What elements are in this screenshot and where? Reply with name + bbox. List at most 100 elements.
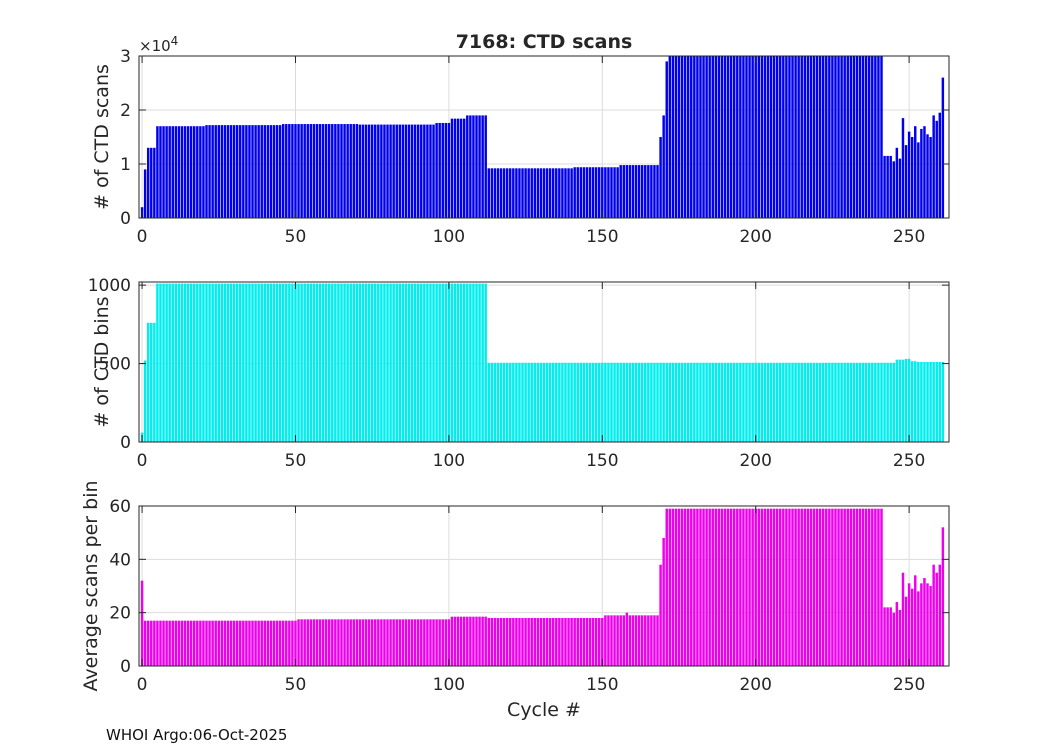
bar-cycle-118 bbox=[502, 618, 506, 666]
bar-cycle-114 bbox=[490, 618, 494, 666]
bar-cycle-73 bbox=[364, 283, 368, 442]
bar-cycle-188 bbox=[717, 362, 721, 442]
bar-cycle-113 bbox=[487, 362, 490, 442]
bar-cycle-244 bbox=[889, 607, 892, 666]
bar-cycle-255 bbox=[923, 126, 926, 218]
bar-cycle-26 bbox=[220, 620, 224, 666]
x-tick-label: 150 bbox=[586, 227, 618, 247]
bar-cycle-79 bbox=[383, 619, 386, 666]
bar-cycle-224 bbox=[828, 56, 831, 218]
bar-cycle-53 bbox=[303, 124, 306, 218]
bar-cycle-200 bbox=[754, 508, 757, 666]
bar-cycle-198 bbox=[748, 508, 751, 666]
bar-cycle-255 bbox=[923, 362, 926, 442]
bar-cycle-127 bbox=[530, 168, 533, 218]
bar-cycle-43 bbox=[272, 283, 276, 442]
bar-cycle-192 bbox=[729, 508, 733, 666]
bar-cycle-56 bbox=[312, 619, 316, 666]
bar-cycle-84 bbox=[398, 619, 402, 666]
bar-cycle-176 bbox=[680, 508, 684, 666]
bar-cycle-169 bbox=[659, 362, 662, 442]
bar-cycle-133 bbox=[548, 362, 552, 442]
bar-cycle-162 bbox=[637, 165, 641, 218]
panel-3: 0 50 100 150 200 250 0 20 40 60 Average scans per … bbox=[80, 480, 950, 721]
bar-cycle-217 bbox=[806, 56, 810, 218]
bar-cycle-220 bbox=[815, 56, 819, 218]
bar-cycle-58 bbox=[318, 124, 322, 218]
bar-cycle-80 bbox=[386, 283, 389, 442]
bar-cycle-234 bbox=[858, 508, 862, 666]
bar-cycle-6 bbox=[159, 126, 162, 218]
bar-cycle-65 bbox=[340, 124, 343, 218]
bar-cycle-94 bbox=[429, 619, 432, 666]
bar-cycle-75 bbox=[370, 283, 374, 442]
bar-cycle-51 bbox=[297, 619, 300, 666]
bar-cycle-180 bbox=[693, 508, 696, 666]
y-axis-label: Average scans per bin bbox=[80, 480, 102, 691]
bar-cycle-26 bbox=[220, 283, 224, 442]
bar-cycle-120 bbox=[509, 362, 512, 442]
bar-cycle-226 bbox=[834, 508, 837, 666]
bar-cycle-256 bbox=[926, 362, 929, 442]
bar-cycle-16 bbox=[189, 283, 193, 442]
bar-cycle-201 bbox=[757, 56, 760, 218]
bar-cycle-176 bbox=[680, 56, 684, 218]
bar-cycle-134 bbox=[551, 362, 555, 442]
bar-cycle-48 bbox=[288, 620, 291, 666]
bar-cycle-135 bbox=[555, 362, 558, 442]
bar-cycle-4 bbox=[153, 620, 156, 666]
bar-cycle-205 bbox=[769, 56, 773, 218]
bar-cycle-25 bbox=[217, 620, 220, 666]
bar-cycle-90 bbox=[416, 283, 420, 442]
bar-cycle-155 bbox=[616, 362, 619, 442]
bar-cycle-170 bbox=[662, 538, 665, 666]
x-tick-label: 100 bbox=[433, 675, 465, 695]
bar-cycle-94 bbox=[429, 124, 432, 218]
bar-cycle-61 bbox=[328, 283, 331, 442]
bar-cycle-259 bbox=[935, 572, 938, 666]
bar-cycle-60 bbox=[324, 283, 328, 442]
bar-cycle-190 bbox=[723, 508, 727, 666]
bar-cycle-146 bbox=[588, 167, 592, 218]
bar-cycle-66 bbox=[343, 283, 346, 442]
bar-cycle-74 bbox=[367, 283, 371, 442]
bar-cycle-5 bbox=[156, 620, 159, 666]
bar-cycle-219 bbox=[812, 56, 816, 218]
y-axis-label: # of CTD scans bbox=[91, 64, 113, 210]
bar-cycle-260 bbox=[938, 112, 942, 218]
bar-cycle-190 bbox=[723, 56, 727, 218]
bar-cycle-32 bbox=[239, 620, 242, 666]
bar-cycle-18 bbox=[196, 620, 199, 666]
x-tick-label: 50 bbox=[285, 675, 307, 695]
bar-cycle-122 bbox=[515, 618, 518, 666]
bar-cycle-115 bbox=[493, 362, 497, 442]
bar-cycle-234 bbox=[858, 362, 862, 442]
bar-cycle-39 bbox=[260, 283, 263, 442]
bar-cycle-78 bbox=[380, 619, 383, 666]
bar-cycle-57 bbox=[315, 619, 319, 666]
bar-cycle-108 bbox=[472, 115, 475, 218]
bar-cycle-40 bbox=[263, 620, 267, 666]
bar-cycle-208 bbox=[779, 362, 782, 442]
bar-cycle-17 bbox=[193, 283, 196, 442]
bar-cycle-170 bbox=[662, 362, 665, 442]
bar-cycle-33 bbox=[242, 125, 245, 218]
bar-cycle-261 bbox=[941, 527, 945, 666]
bar-cycle-81 bbox=[389, 124, 392, 218]
bar-cycle-219 bbox=[812, 362, 816, 442]
bar-cycle-238 bbox=[871, 362, 874, 442]
bar-cycle-63 bbox=[334, 619, 337, 666]
bar-cycle-156 bbox=[619, 615, 622, 666]
bar-cycle-19 bbox=[199, 126, 202, 218]
bar-cycle-102 bbox=[453, 118, 457, 218]
bar-cycle-98 bbox=[441, 122, 444, 218]
bar-cycle-189 bbox=[720, 508, 724, 666]
bar-cycle-78 bbox=[380, 283, 383, 442]
bar-cycle-150 bbox=[601, 167, 604, 218]
bar-cycle-184 bbox=[705, 362, 708, 442]
bar-cycle-257 bbox=[929, 362, 932, 442]
bar-cycle-38 bbox=[257, 283, 260, 442]
bar-cycle-71 bbox=[358, 619, 362, 666]
bar-cycle-34 bbox=[245, 125, 248, 218]
bar-cycle-241 bbox=[880, 56, 883, 218]
